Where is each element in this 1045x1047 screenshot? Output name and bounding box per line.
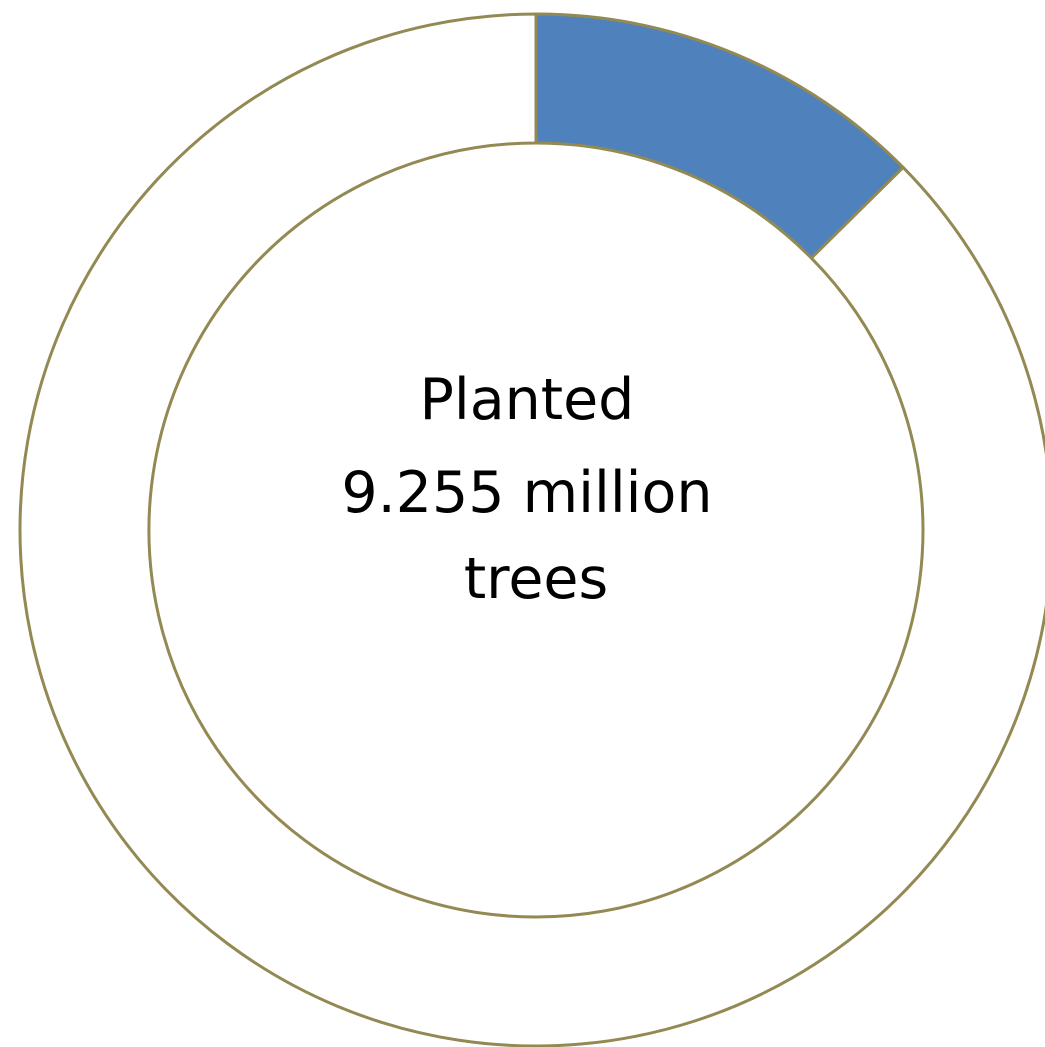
center-label-line-3: trees bbox=[464, 546, 608, 612]
center-label-line-2: 9.255 million bbox=[341, 460, 712, 526]
donut-segment-2 bbox=[18, 12, 1045, 1047]
center-label-line-1: Planted bbox=[420, 367, 635, 433]
donut-segments bbox=[18, 12, 1045, 1047]
center-label: Planted 9.255 million trees bbox=[341, 367, 730, 612]
